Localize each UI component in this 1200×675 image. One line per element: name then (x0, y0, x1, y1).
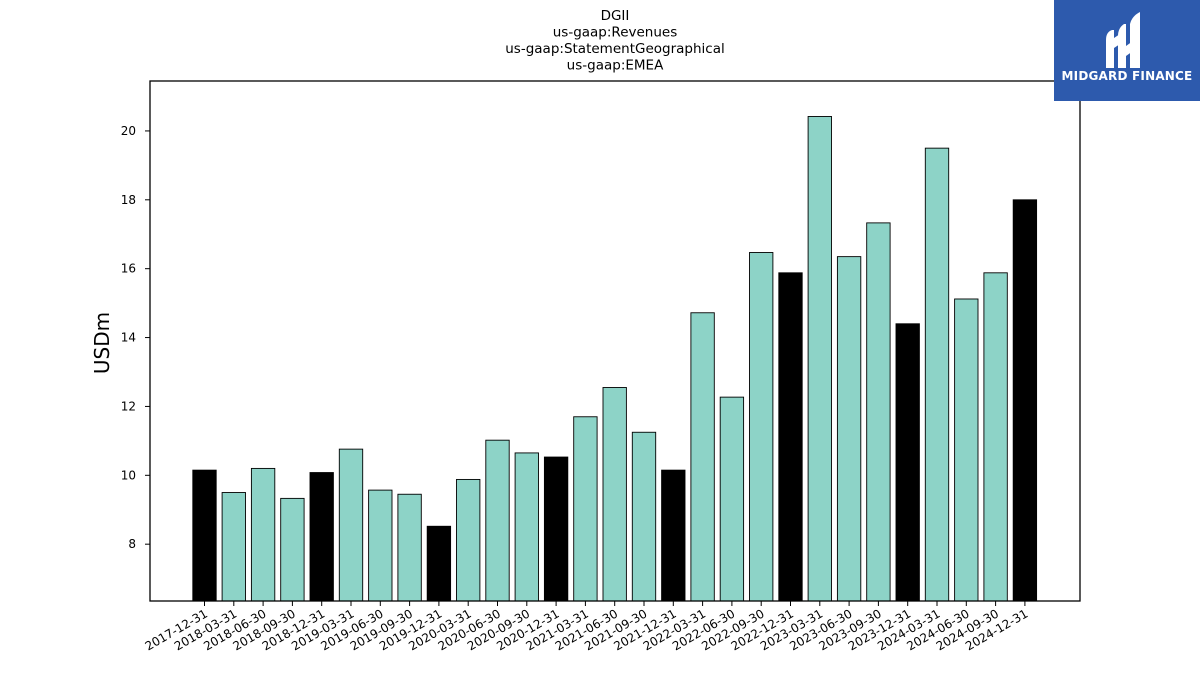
bar-2018-06-30 (250, 467, 276, 602)
bar-2019-09-30 (397, 493, 422, 602)
bar-2024-06-30 (954, 298, 979, 602)
bar-2021-09-30 (631, 431, 657, 602)
title-line-2: us-gaap:Revenues (553, 25, 678, 41)
bar-2023-12-31 (895, 323, 920, 602)
bar-2021-12-31 (661, 469, 686, 602)
y-tick-label: 20 (121, 124, 136, 138)
bar-2021-06-30 (602, 387, 627, 602)
bar-2023-03-31 (807, 116, 832, 602)
bar-2019-03-31 (338, 448, 364, 602)
stylized-m-icon (1054, 0, 1200, 101)
logo-text: MIDGARD FINANCE (1061, 69, 1193, 83)
bar-2022-09-30 (749, 252, 774, 602)
bar-2017-12-31 (192, 469, 217, 602)
title-line-3: us-gaap:StatementGeographical (505, 41, 724, 57)
bar-2020-09-30 (514, 452, 539, 602)
title-line-4: us-gaap:EMEA (567, 58, 664, 74)
bar-2024-09-30 (983, 272, 1008, 602)
bar-2020-12-31 (543, 456, 569, 602)
bar-2022-12-31 (778, 272, 803, 602)
title-line-1: DGII (601, 8, 630, 24)
bar-2018-12-31 (309, 472, 334, 602)
bar-2024-03-31 (924, 147, 950, 602)
bar-2020-03-31 (456, 478, 481, 602)
y-tick-label: 10 (121, 468, 136, 482)
bar-2023-09-30 (866, 222, 891, 602)
y-tick-label: 8 (128, 537, 136, 551)
bar-2024-12-31 (1012, 199, 1038, 602)
y-tick-label: 14 (121, 331, 136, 345)
bar-2022-03-31 (690, 312, 715, 602)
bar-2018-03-31 (221, 492, 246, 602)
y-tick-label: 16 (121, 262, 136, 276)
bar-2019-12-31 (426, 525, 452, 602)
midgard-finance-logo: MIDGARD FINANCE (1054, 0, 1200, 101)
y-axis-label: USDm (90, 312, 114, 374)
bar-2020-06-30 (485, 439, 510, 602)
bar-2023-06-30 (836, 256, 862, 602)
y-tick-label: 18 (121, 193, 136, 207)
y-tick-label: 12 (121, 399, 136, 413)
chart-title: DGII us-gaap:Revenues us-gaap:StatementG… (505, 8, 724, 74)
plot-frame (149, 80, 1081, 602)
bar-2019-06-30 (368, 489, 393, 602)
bar-2021-03-31 (573, 416, 598, 602)
bar-2018-09-30 (280, 497, 305, 602)
bar-2022-06-30 (719, 396, 745, 602)
